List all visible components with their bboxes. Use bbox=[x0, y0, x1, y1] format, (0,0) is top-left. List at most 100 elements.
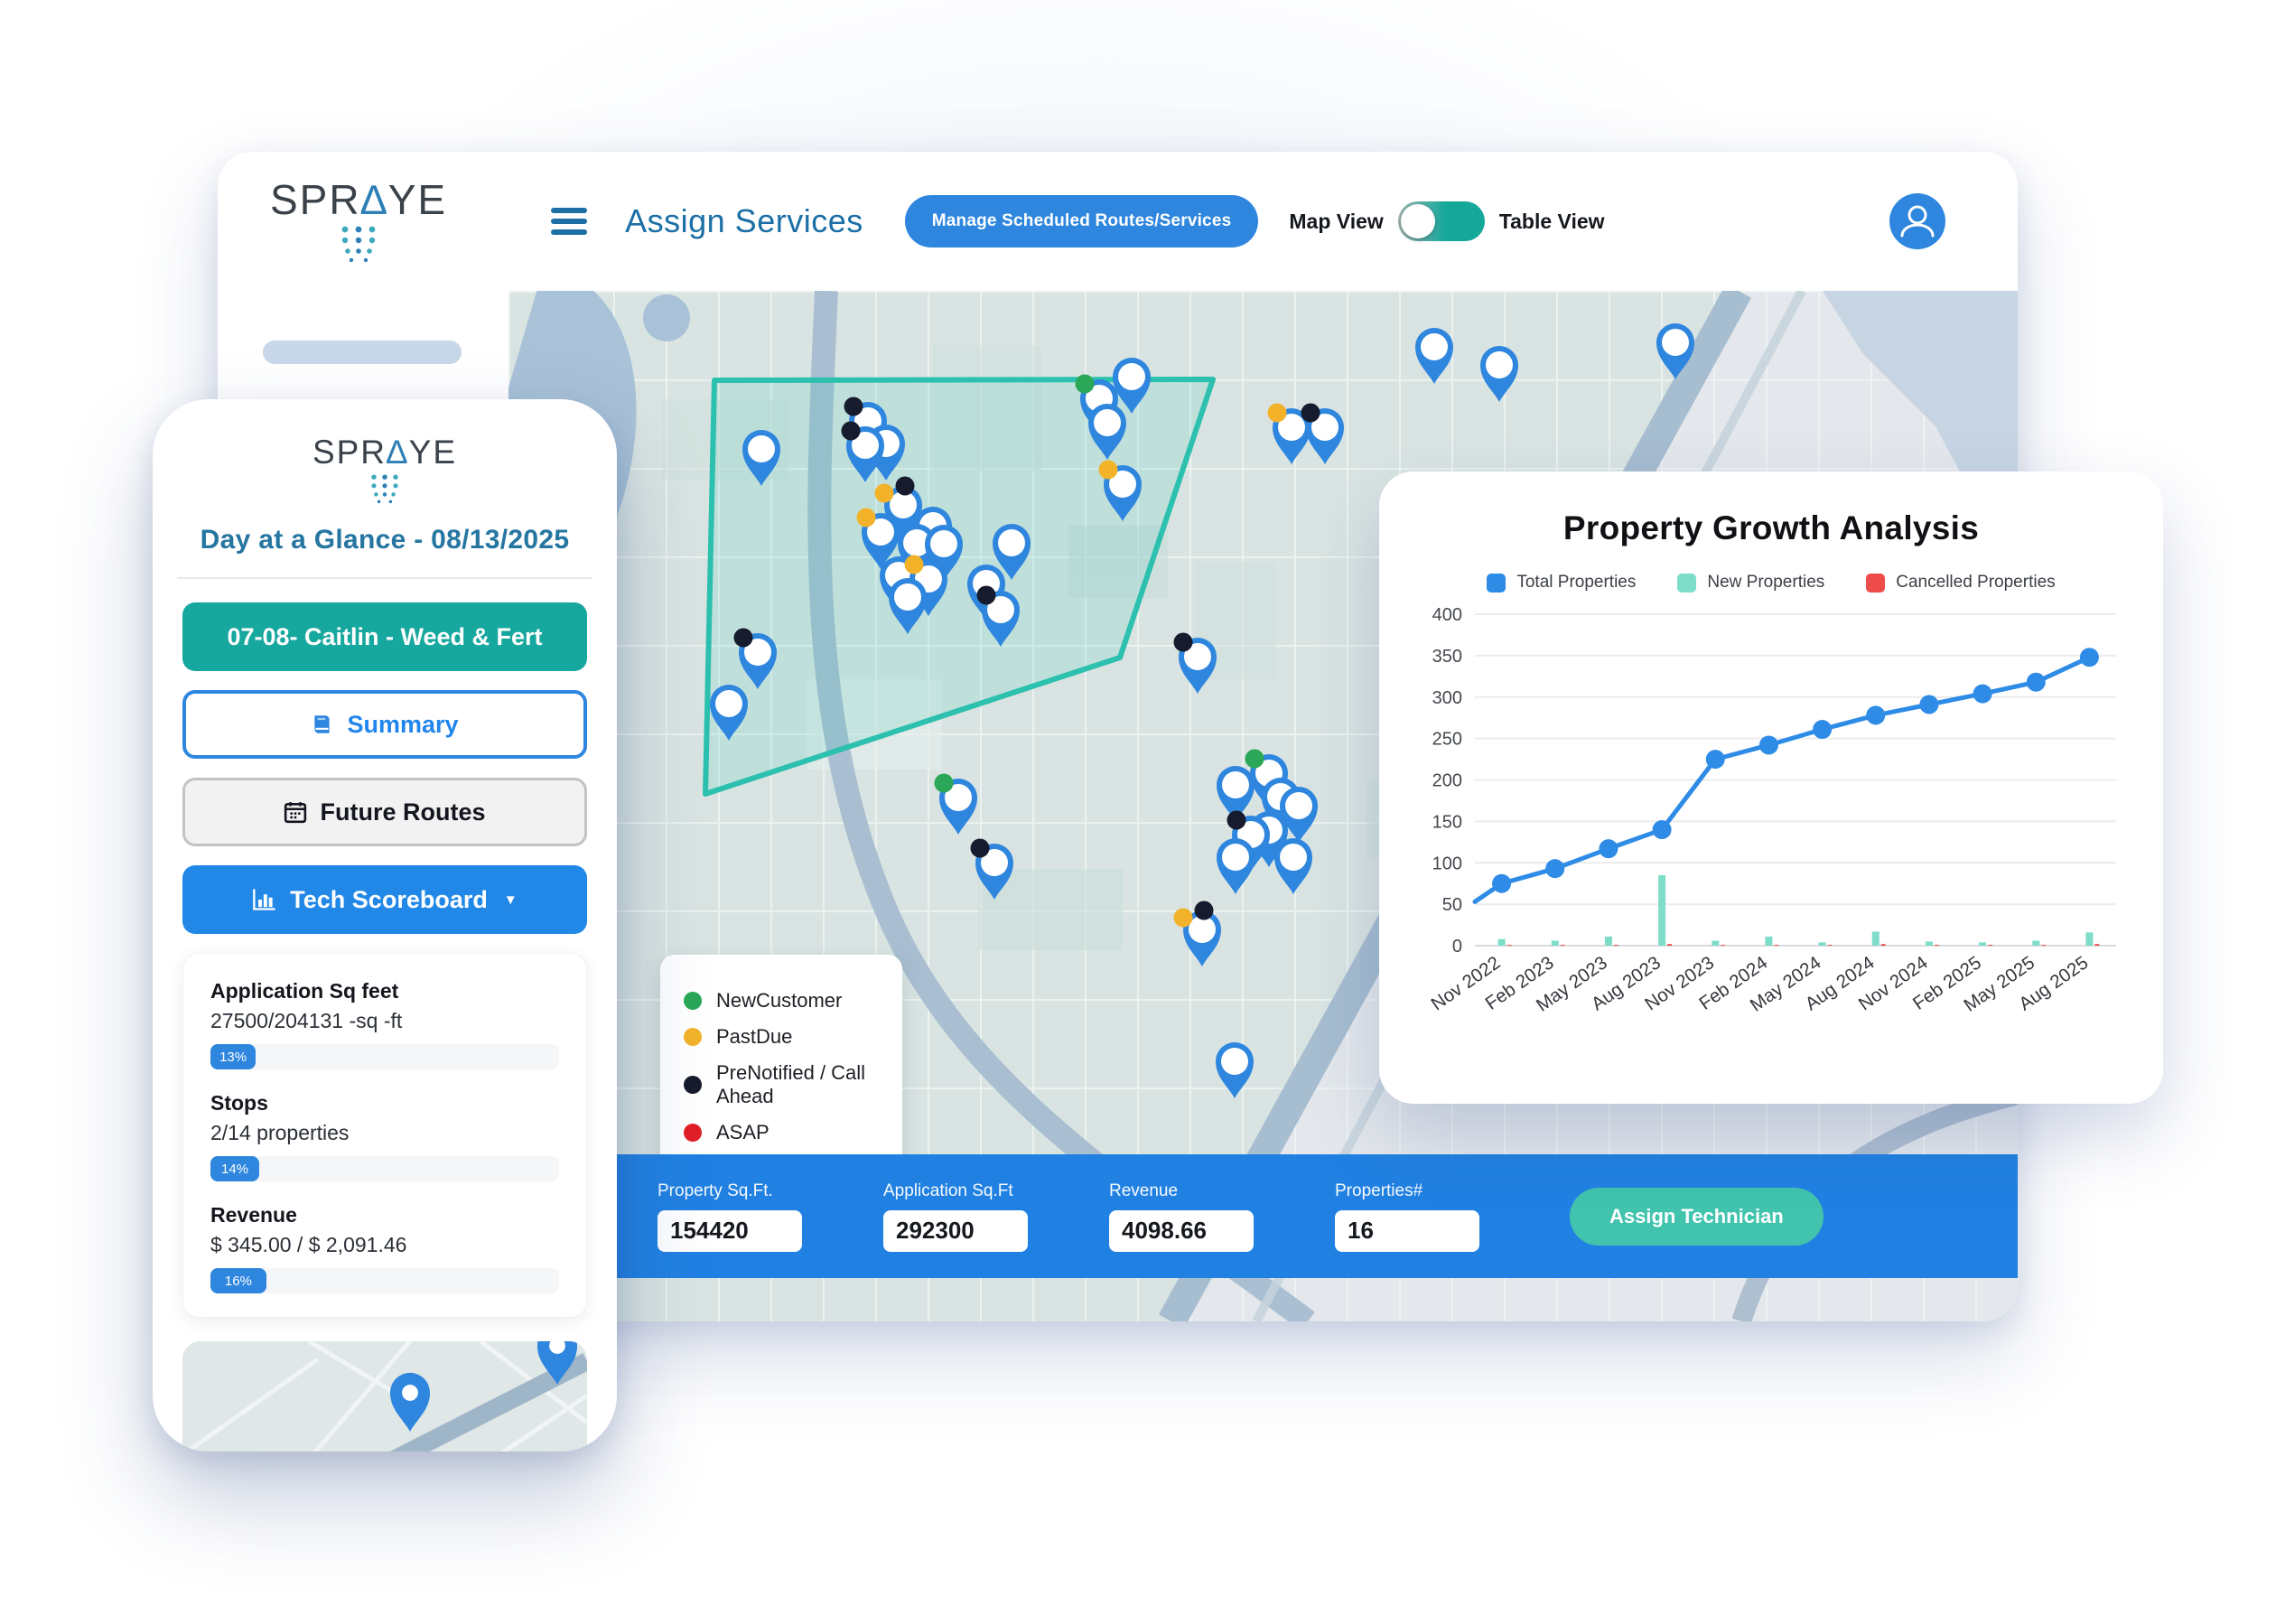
map-pin[interactable] bbox=[1656, 323, 1694, 379]
map-pin[interactable] bbox=[1216, 1042, 1254, 1098]
property-sq-ft--input[interactable] bbox=[658, 1209, 802, 1252]
map-pin[interactable] bbox=[1217, 838, 1255, 894]
map-pin[interactable] bbox=[1274, 838, 1312, 894]
map-pin[interactable] bbox=[976, 585, 1021, 648]
progress-track: 13% bbox=[210, 1044, 559, 1069]
chart-legend-swatch bbox=[1487, 573, 1506, 593]
y-tick-label: 200 bbox=[1432, 771, 1462, 791]
app-logo: SPR∆YE bbox=[270, 179, 447, 264]
book-icon bbox=[314, 715, 331, 733]
stat-label: Revenue bbox=[210, 1203, 297, 1227]
field-label: Property Sq.Ft. bbox=[658, 1181, 773, 1200]
map-pin[interactable] bbox=[1301, 403, 1345, 465]
new-properties-bar bbox=[1658, 875, 1666, 946]
assign-technician-button[interactable]: Assign Technician bbox=[1570, 1187, 1824, 1246]
black-status-dot bbox=[976, 585, 996, 605]
data-point bbox=[1973, 684, 1992, 704]
map-pin[interactable] bbox=[1088, 404, 1126, 460]
route-area-polygon[interactable] bbox=[703, 377, 1216, 797]
map-pin[interactable] bbox=[1415, 328, 1453, 384]
bar-chart-icon bbox=[253, 889, 275, 910]
chart-legend-item: Cancelled Properties bbox=[1866, 573, 2056, 593]
chart-legend: Total Properties New Properties Cancelled … bbox=[1410, 573, 2132, 593]
data-point bbox=[1545, 859, 1565, 879]
legend-item: ASAP bbox=[684, 1121, 879, 1144]
application-sq-ft-input[interactable] bbox=[883, 1209, 1028, 1252]
cancelled-properties-bar bbox=[1880, 944, 1886, 946]
stat-value: 27500/204131 -sq -ft bbox=[210, 1009, 403, 1032]
y-tick-label: 100 bbox=[1432, 854, 1462, 873]
y-tick-label: 0 bbox=[1452, 937, 1462, 957]
data-point bbox=[2079, 648, 2099, 667]
map-pin[interactable] bbox=[1280, 787, 1318, 843]
map-pin[interactable] bbox=[970, 838, 1014, 901]
map-pin[interactable] bbox=[1098, 460, 1143, 522]
legend-label: PastDue bbox=[716, 1025, 793, 1048]
map-pin[interactable] bbox=[742, 430, 780, 486]
data-point bbox=[1813, 720, 1833, 740]
map-pin[interactable] bbox=[1217, 766, 1255, 822]
map-pin[interactable] bbox=[841, 421, 885, 483]
yellow-status-dot bbox=[1173, 908, 1193, 928]
menu-hamburger-icon[interactable] bbox=[551, 202, 588, 240]
yellow-status-dot bbox=[904, 555, 924, 574]
stat-label: Application Sq feet bbox=[210, 979, 399, 1003]
future-routes-button[interactable]: Future Routes bbox=[182, 778, 587, 846]
map-view-label: Map View bbox=[1289, 209, 1384, 233]
phone-mockup: SPR∆YE Day at a Glance - 08/13/2025 07-0… bbox=[153, 399, 617, 1451]
manage-routes-button[interactable]: Manage Scheduled Routes/Services bbox=[904, 195, 1259, 247]
properties--input[interactable] bbox=[1335, 1209, 1479, 1252]
map-pin[interactable] bbox=[993, 524, 1031, 580]
map-pin[interactable] bbox=[733, 628, 778, 690]
toggle-knob[interactable] bbox=[1400, 204, 1435, 238]
map-pin[interactable] bbox=[1173, 901, 1222, 967]
divider bbox=[177, 577, 592, 579]
black-status-dot bbox=[733, 628, 753, 648]
chart-legend-label: Total Properties bbox=[1516, 573, 1637, 592]
cancelled-properties-bar bbox=[1934, 945, 1939, 946]
legend-color-dot bbox=[684, 1028, 702, 1046]
yellow-status-dot bbox=[1098, 460, 1118, 480]
cancelled-properties-bar bbox=[1827, 945, 1833, 946]
black-status-dot bbox=[1301, 403, 1320, 423]
map-pin[interactable] bbox=[856, 508, 900, 570]
mini-map-highway bbox=[389, 1353, 587, 1451]
property-growth-card: Property Growth Analysis Total Propertie… bbox=[1379, 471, 2163, 1104]
data-point bbox=[1866, 705, 1886, 725]
map-pin[interactable] bbox=[1267, 403, 1311, 465]
map-table-toggle[interactable] bbox=[1397, 201, 1485, 241]
y-tick-label: 50 bbox=[1442, 895, 1462, 915]
map-pin[interactable] bbox=[710, 685, 748, 741]
map-pin[interactable] bbox=[889, 578, 927, 634]
assignment-action-bar: Property Sq.Ft. Application Sq.Ft Revenue P… bbox=[508, 1154, 2018, 1278]
progress-track: 16% bbox=[210, 1268, 559, 1293]
legend-item: NewCustomer bbox=[684, 989, 879, 1013]
summary-button[interactable]: Summary bbox=[182, 690, 587, 759]
progress-fill: 14% bbox=[210, 1156, 260, 1181]
field-label: Application Sq.Ft bbox=[883, 1181, 1013, 1200]
cancelled-properties-bar bbox=[1667, 944, 1673, 946]
legend-item: PreNotified / Call Ahead bbox=[684, 1061, 879, 1108]
cancelled-properties-bar bbox=[1613, 945, 1618, 946]
tech-scoreboard-button[interactable]: Tech Scoreboard ▼ bbox=[182, 865, 587, 934]
map-pin[interactable] bbox=[934, 773, 978, 835]
map-pin[interactable] bbox=[1480, 346, 1518, 402]
phone-mini-map[interactable] bbox=[182, 1341, 587, 1451]
route-button[interactable]: 07-08- Caitlin - Weed & Fert bbox=[182, 602, 587, 671]
new-properties-bar bbox=[1497, 938, 1506, 946]
cancelled-properties-bar bbox=[1506, 945, 1512, 946]
mini-map-canvas bbox=[182, 1341, 587, 1451]
legend-label: NewCustomer bbox=[716, 989, 843, 1012]
yellow-status-dot bbox=[1267, 403, 1287, 423]
map-pin[interactable] bbox=[1113, 358, 1151, 414]
revenue-input[interactable] bbox=[1109, 1209, 1254, 1252]
stat-row: Application Sq feet 27500/204131 -sq -ft 1… bbox=[210, 979, 559, 1069]
black-status-dot bbox=[895, 476, 915, 496]
map-pin[interactable] bbox=[1173, 632, 1217, 695]
cancelled-properties-bar bbox=[1560, 945, 1565, 946]
new-properties-bar bbox=[1604, 936, 1612, 946]
actionbar-field: Properties# bbox=[1335, 1181, 1479, 1252]
chart-legend-label: New Properties bbox=[1707, 573, 1825, 592]
user-avatar-icon[interactable] bbox=[1889, 193, 1945, 249]
data-point bbox=[1919, 695, 1939, 714]
